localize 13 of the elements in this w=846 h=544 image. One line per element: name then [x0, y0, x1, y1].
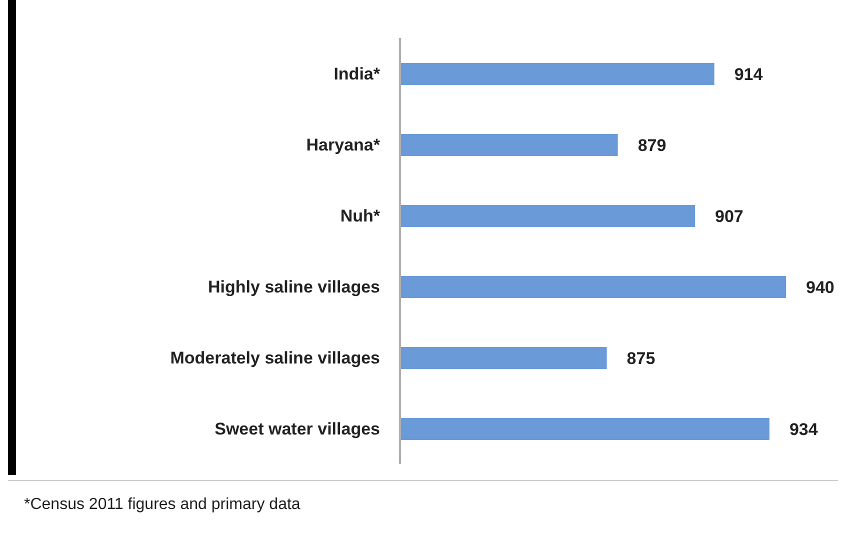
y-tick-label: India* [334, 64, 380, 84]
data-label: 875 [626, 349, 656, 368]
y-tick-label: Highly saline villages [208, 278, 380, 297]
data-label: 940 [806, 278, 834, 298]
y-tick-label: Sweet water villages [214, 420, 380, 439]
data-label: 907 [715, 207, 744, 226]
text: *Census 2011 figures and primary data [24, 496, 300, 514]
data-label: 934 [789, 420, 818, 440]
data-label: 879 [638, 136, 666, 156]
y-tick-label: Moderately saline villages [170, 348, 380, 368]
y-tick-label: Haryana* [306, 136, 380, 155]
y-tick-label: Nuh* [340, 206, 380, 226]
data-label: 914 [734, 65, 764, 84]
